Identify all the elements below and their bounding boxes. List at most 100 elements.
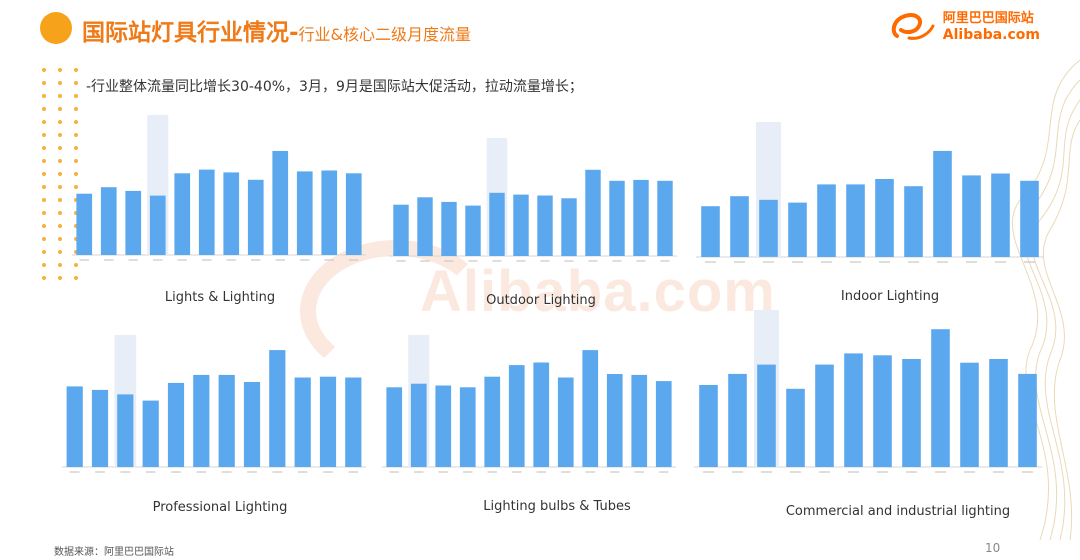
bar	[873, 355, 892, 468]
bar-chart	[382, 335, 676, 473]
chart-title: Outdoor Lighting	[486, 293, 596, 308]
bar	[247, 179, 264, 255]
bar	[117, 394, 134, 467]
bar	[410, 383, 427, 467]
chart-panel	[368, 335, 680, 473]
chart-title: Indoor Lighting	[840, 289, 940, 304]
bar	[933, 150, 952, 257]
page-title-main: 国际站灯具行业情况-	[82, 20, 299, 46]
chart-title: Professional Lighting	[152, 500, 288, 515]
bar	[1018, 373, 1037, 467]
bar	[435, 385, 452, 467]
bar	[633, 179, 649, 256]
bar	[243, 382, 261, 467]
bar	[100, 187, 117, 255]
chart-panel	[375, 138, 681, 273]
bar	[557, 377, 574, 467]
bar	[269, 350, 286, 467]
bar	[393, 204, 409, 256]
page-title: 国际站灯具行业情况-行业&核心二级月度流量	[82, 13, 471, 47]
bar	[657, 180, 673, 256]
bar	[609, 180, 625, 256]
bar	[537, 195, 553, 256]
bar	[786, 388, 805, 467]
bar	[730, 196, 749, 257]
bar	[991, 173, 1010, 257]
bar	[585, 169, 601, 256]
bar	[728, 373, 747, 467]
bar	[174, 173, 191, 255]
bar	[817, 184, 836, 257]
chart-title: Lighting bulbs & Tubes	[483, 499, 631, 514]
bar	[319, 376, 337, 467]
bar	[788, 202, 807, 257]
chart-panel	[682, 122, 1048, 273]
bar	[655, 381, 672, 467]
logo-cn-text: 阿里巴巴国际站	[942, 11, 1034, 26]
bar	[701, 206, 720, 257]
bar	[844, 353, 863, 467]
bar	[875, 179, 894, 257]
watermark-text: Alibaba.com	[420, 259, 776, 324]
bar	[846, 184, 865, 257]
chart-panel	[58, 115, 370, 273]
chart-panel	[680, 310, 1046, 473]
bar	[272, 151, 289, 255]
bar	[513, 194, 529, 256]
bar	[441, 201, 457, 256]
bar	[66, 386, 83, 467]
bar	[1020, 180, 1039, 257]
bar	[345, 377, 362, 467]
bar	[167, 382, 185, 467]
bar	[989, 359, 1008, 467]
bar	[198, 169, 215, 255]
bar	[508, 365, 525, 467]
bar	[149, 195, 166, 255]
bar-chart	[694, 310, 1042, 473]
bar	[321, 170, 338, 255]
bar	[125, 190, 142, 255]
bar	[223, 172, 240, 255]
contour-lines-decoration	[1011, 60, 1080, 540]
bar	[606, 374, 623, 467]
bar	[294, 377, 311, 467]
bar	[345, 173, 362, 255]
bar	[902, 359, 921, 467]
page-number: 10	[985, 541, 1001, 555]
bar-chart	[62, 335, 366, 473]
dot-grid-decoration	[42, 68, 80, 280]
bar	[489, 192, 505, 256]
bar	[960, 362, 979, 467]
bar	[142, 400, 159, 467]
logo-en-text: Alibaba.com	[942, 27, 1040, 43]
bar	[386, 387, 403, 467]
bar	[218, 374, 235, 467]
bar	[91, 389, 109, 467]
subtitle: -行业整体流量同比增长30-40%，3月，9月是国际站大促活动，拉动流量增长；	[86, 79, 583, 95]
bar	[193, 374, 210, 467]
alibaba-logo-icon	[891, 13, 935, 40]
bar	[465, 205, 481, 256]
bar-chart	[389, 138, 677, 262]
bar-chart	[72, 115, 366, 261]
alibaba-logo: 阿里巴巴国际站 Alibaba.com	[889, 10, 1040, 44]
chart-panel	[48, 335, 370, 473]
bar	[815, 364, 834, 467]
bar	[484, 376, 501, 467]
chart-title: Lights & Lighting	[164, 290, 276, 305]
bar	[757, 364, 776, 467]
page-title-sub: 行业&核心二级月度流量	[298, 25, 472, 44]
bar-chart	[696, 122, 1044, 263]
bar	[699, 385, 718, 467]
bar	[459, 387, 476, 467]
bar	[962, 175, 981, 257]
bar	[561, 198, 577, 257]
chart-title: Commercial and industrial lighting	[785, 504, 1011, 519]
bar	[533, 362, 550, 467]
bar	[904, 186, 923, 257]
bar	[417, 197, 433, 256]
bar	[759, 199, 778, 257]
title-bullet	[40, 12, 72, 44]
data-source: 数据来源：阿里巴巴国际站	[54, 547, 174, 558]
bar	[582, 350, 599, 467]
